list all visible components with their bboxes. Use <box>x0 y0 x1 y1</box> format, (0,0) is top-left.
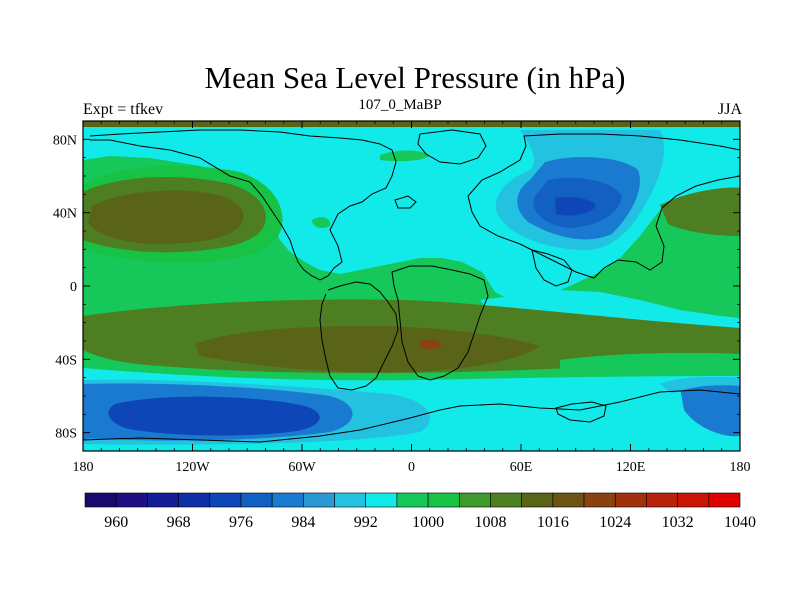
y-tick-label: 80S <box>55 427 77 442</box>
field-sh-high-core <box>420 339 442 349</box>
coast-iceland <box>394 195 417 209</box>
field-sh-high-olive <box>195 326 540 373</box>
colorbar-swatch <box>614 492 647 508</box>
coast-australia <box>555 401 607 423</box>
colorbar <box>84 492 741 508</box>
colorbar-swatch <box>396 492 429 508</box>
colorbar-label: 1016 <box>537 514 569 531</box>
colorbar-label: 1040 <box>724 514 756 531</box>
field-eatl-green <box>660 187 740 236</box>
colorbar-label: 976 <box>229 514 253 531</box>
field-sh-east-green <box>560 352 740 376</box>
map-title: Mean Sea Level Pressure (in hPa) <box>204 60 626 95</box>
colorbar-swatch <box>271 492 304 508</box>
coast-north-america <box>89 129 397 281</box>
coast-antarctica <box>83 389 740 443</box>
colorbar-label: 1024 <box>599 514 631 531</box>
colorbar-label: 1008 <box>474 514 506 531</box>
colorbar-swatch <box>84 492 117 508</box>
colorbar-swatch <box>708 492 741 508</box>
x-tick-label: 120E <box>616 460 646 475</box>
field-npac-high-inner <box>88 190 244 244</box>
colorbar-swatch <box>365 492 398 508</box>
colorbar-label: 968 <box>167 514 191 531</box>
coast-greenland <box>417 129 487 165</box>
field-asia-low-center <box>555 197 596 216</box>
colorbar-labels: 960 968 976 984 992 1000 1008 1016 1024 1032 1040 <box>104 514 756 531</box>
colorbar-swatch <box>209 492 242 508</box>
y-tick-label: 40N <box>53 207 77 222</box>
coast-south-america <box>319 281 399 391</box>
experiment-label: Expt = tfkev <box>83 101 164 118</box>
colorbar-label: 984 <box>291 514 315 531</box>
colorbar-swatch <box>646 492 678 508</box>
colorbar-swatch <box>521 492 554 508</box>
colorbar-label: 960 <box>104 514 128 531</box>
x-axis: 180 120W 60W 0 60E 120E 180 <box>73 121 751 475</box>
x-tick-label: 180 <box>730 460 751 475</box>
colorbar-swatch <box>490 492 522 508</box>
field-so-low-core <box>108 396 320 436</box>
colorbar-swatch <box>240 492 273 508</box>
y-tick-label: 40S <box>55 353 77 368</box>
x-tick-label: 180 <box>73 460 94 475</box>
colorbar-swatch <box>583 492 616 508</box>
field-green-patch-2 <box>312 217 331 228</box>
x-tick-label: 0 <box>408 460 415 475</box>
y-tick-label: 80N <box>53 133 77 148</box>
field-green-patch-1 <box>380 150 430 162</box>
colorbar-swatch <box>552 492 585 508</box>
colorbar-label: 992 <box>354 514 378 531</box>
y-axis: 80N 40N 0 40S 80S <box>53 120 740 452</box>
colorbar-label: 1000 <box>412 514 444 531</box>
coast-africa <box>391 265 489 381</box>
y-tick-label: 0 <box>70 280 77 295</box>
pressure-field <box>83 121 740 451</box>
colorbar-label: 1032 <box>662 514 694 531</box>
colorbar-swatch <box>334 492 367 508</box>
colorbar-swatch <box>178 492 211 508</box>
coast-india <box>531 249 573 287</box>
x-tick-label: 120W <box>175 460 210 475</box>
colorbar-swatch <box>147 492 179 508</box>
colorbar-swatch <box>303 492 335 508</box>
coast-eurasia <box>467 133 740 279</box>
season-label: JJA <box>717 101 742 118</box>
x-tick-label: 60W <box>288 460 316 475</box>
x-tick-label: 60E <box>510 460 533 475</box>
colorbar-swatch <box>458 492 491 508</box>
colorbar-swatch <box>115 492 148 508</box>
field-so-east-low <box>680 381 740 437</box>
map-subtitle: 107_0_MaBP <box>358 97 442 113</box>
colorbar-swatch <box>427 492 460 508</box>
field-so-east-low-outer <box>660 376 740 394</box>
coastlines <box>83 129 740 443</box>
colorbar-swatch <box>677 492 710 508</box>
